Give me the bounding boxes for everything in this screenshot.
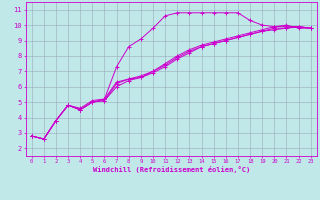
X-axis label: Windchill (Refroidissement éolien,°C): Windchill (Refroidissement éolien,°C) [92,166,250,173]
